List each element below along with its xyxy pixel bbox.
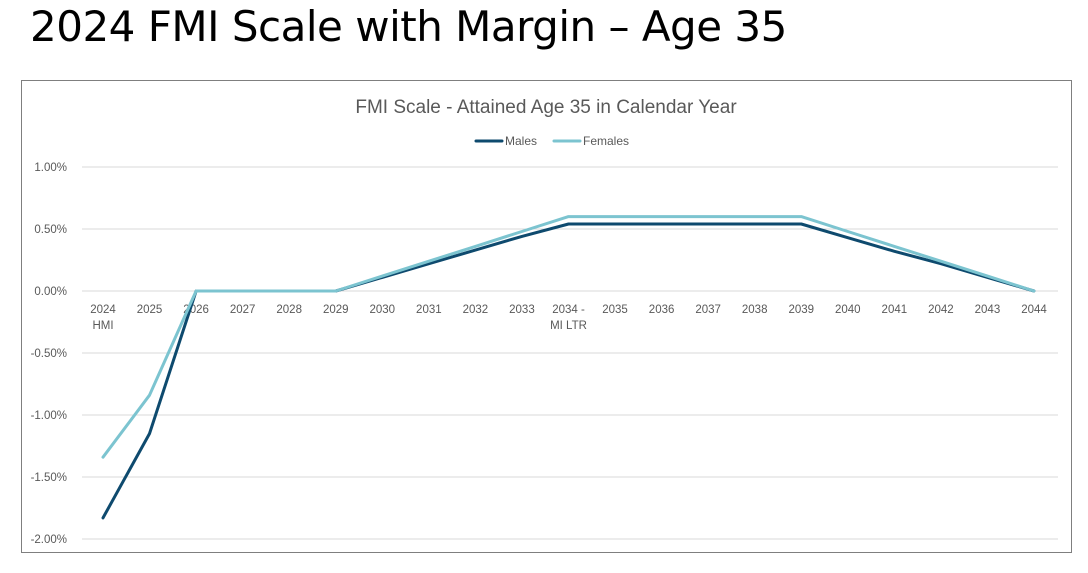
slide-title: 2024 FMI Scale with Margin – Age 35 — [30, 2, 787, 51]
x-tick-label: 2030 — [370, 304, 396, 316]
x-tick-label: 2036 — [649, 304, 675, 316]
y-tick-label: -2.00% — [31, 534, 67, 546]
y-tick-label: 0.00% — [34, 286, 67, 298]
x-tick-label: 2044 — [1021, 304, 1047, 316]
x-tick-label: 2033 — [509, 304, 535, 316]
legend-label-males: Males — [505, 134, 537, 148]
legend-label-females: Females — [583, 134, 629, 148]
x-tick-label: 2040 — [835, 304, 861, 316]
x-tick-label: 2024 HMI — [90, 304, 116, 332]
y-axis: 1.00% 0.50% 0.00% -0.50% -1.00% -1.50% -2.00% — [31, 162, 67, 546]
x-tick-label: 2031 — [416, 304, 442, 316]
x-tick-label: 2041 — [882, 304, 908, 316]
x-tick-label: 2034 -MI LTR — [550, 304, 587, 332]
x-tick-label: 2038 — [742, 304, 768, 316]
series-lines — [101, 215, 1036, 520]
y-tick-label: -0.50% — [31, 348, 67, 360]
y-tick-label: 1.00% — [34, 162, 67, 174]
chart-title: FMI Scale - Attained Age 35 in Calendar … — [355, 97, 737, 118]
x-tick-label: 2032 — [463, 304, 489, 316]
x-tick-label: 2035 — [602, 304, 628, 316]
chart-frame: FMI Scale - Attained Age 35 in Calendar … — [21, 80, 1072, 553]
legend: Males Females — [474, 134, 629, 148]
x-tick-label: 2025 — [137, 304, 163, 316]
x-tick-label: 2042 — [928, 304, 954, 316]
y-tick-label: 0.50% — [34, 224, 67, 236]
x-tick-label: 2029 — [323, 304, 349, 316]
x-tick-label: 2039 — [788, 304, 814, 316]
y-tick-label: -1.00% — [31, 410, 67, 422]
x-tick-label: 2037 — [695, 304, 721, 316]
series-line-males — [101, 222, 1036, 520]
line-chart: FMI Scale - Attained Age 35 in Calendar … — [31, 97, 1058, 546]
x-tick-label: 2028 — [276, 304, 302, 316]
x-tick-label: 2027 — [230, 304, 256, 316]
series-line-females — [101, 215, 1036, 459]
x-tick-label: 2043 — [975, 304, 1001, 316]
y-tick-label: -1.50% — [31, 472, 67, 484]
